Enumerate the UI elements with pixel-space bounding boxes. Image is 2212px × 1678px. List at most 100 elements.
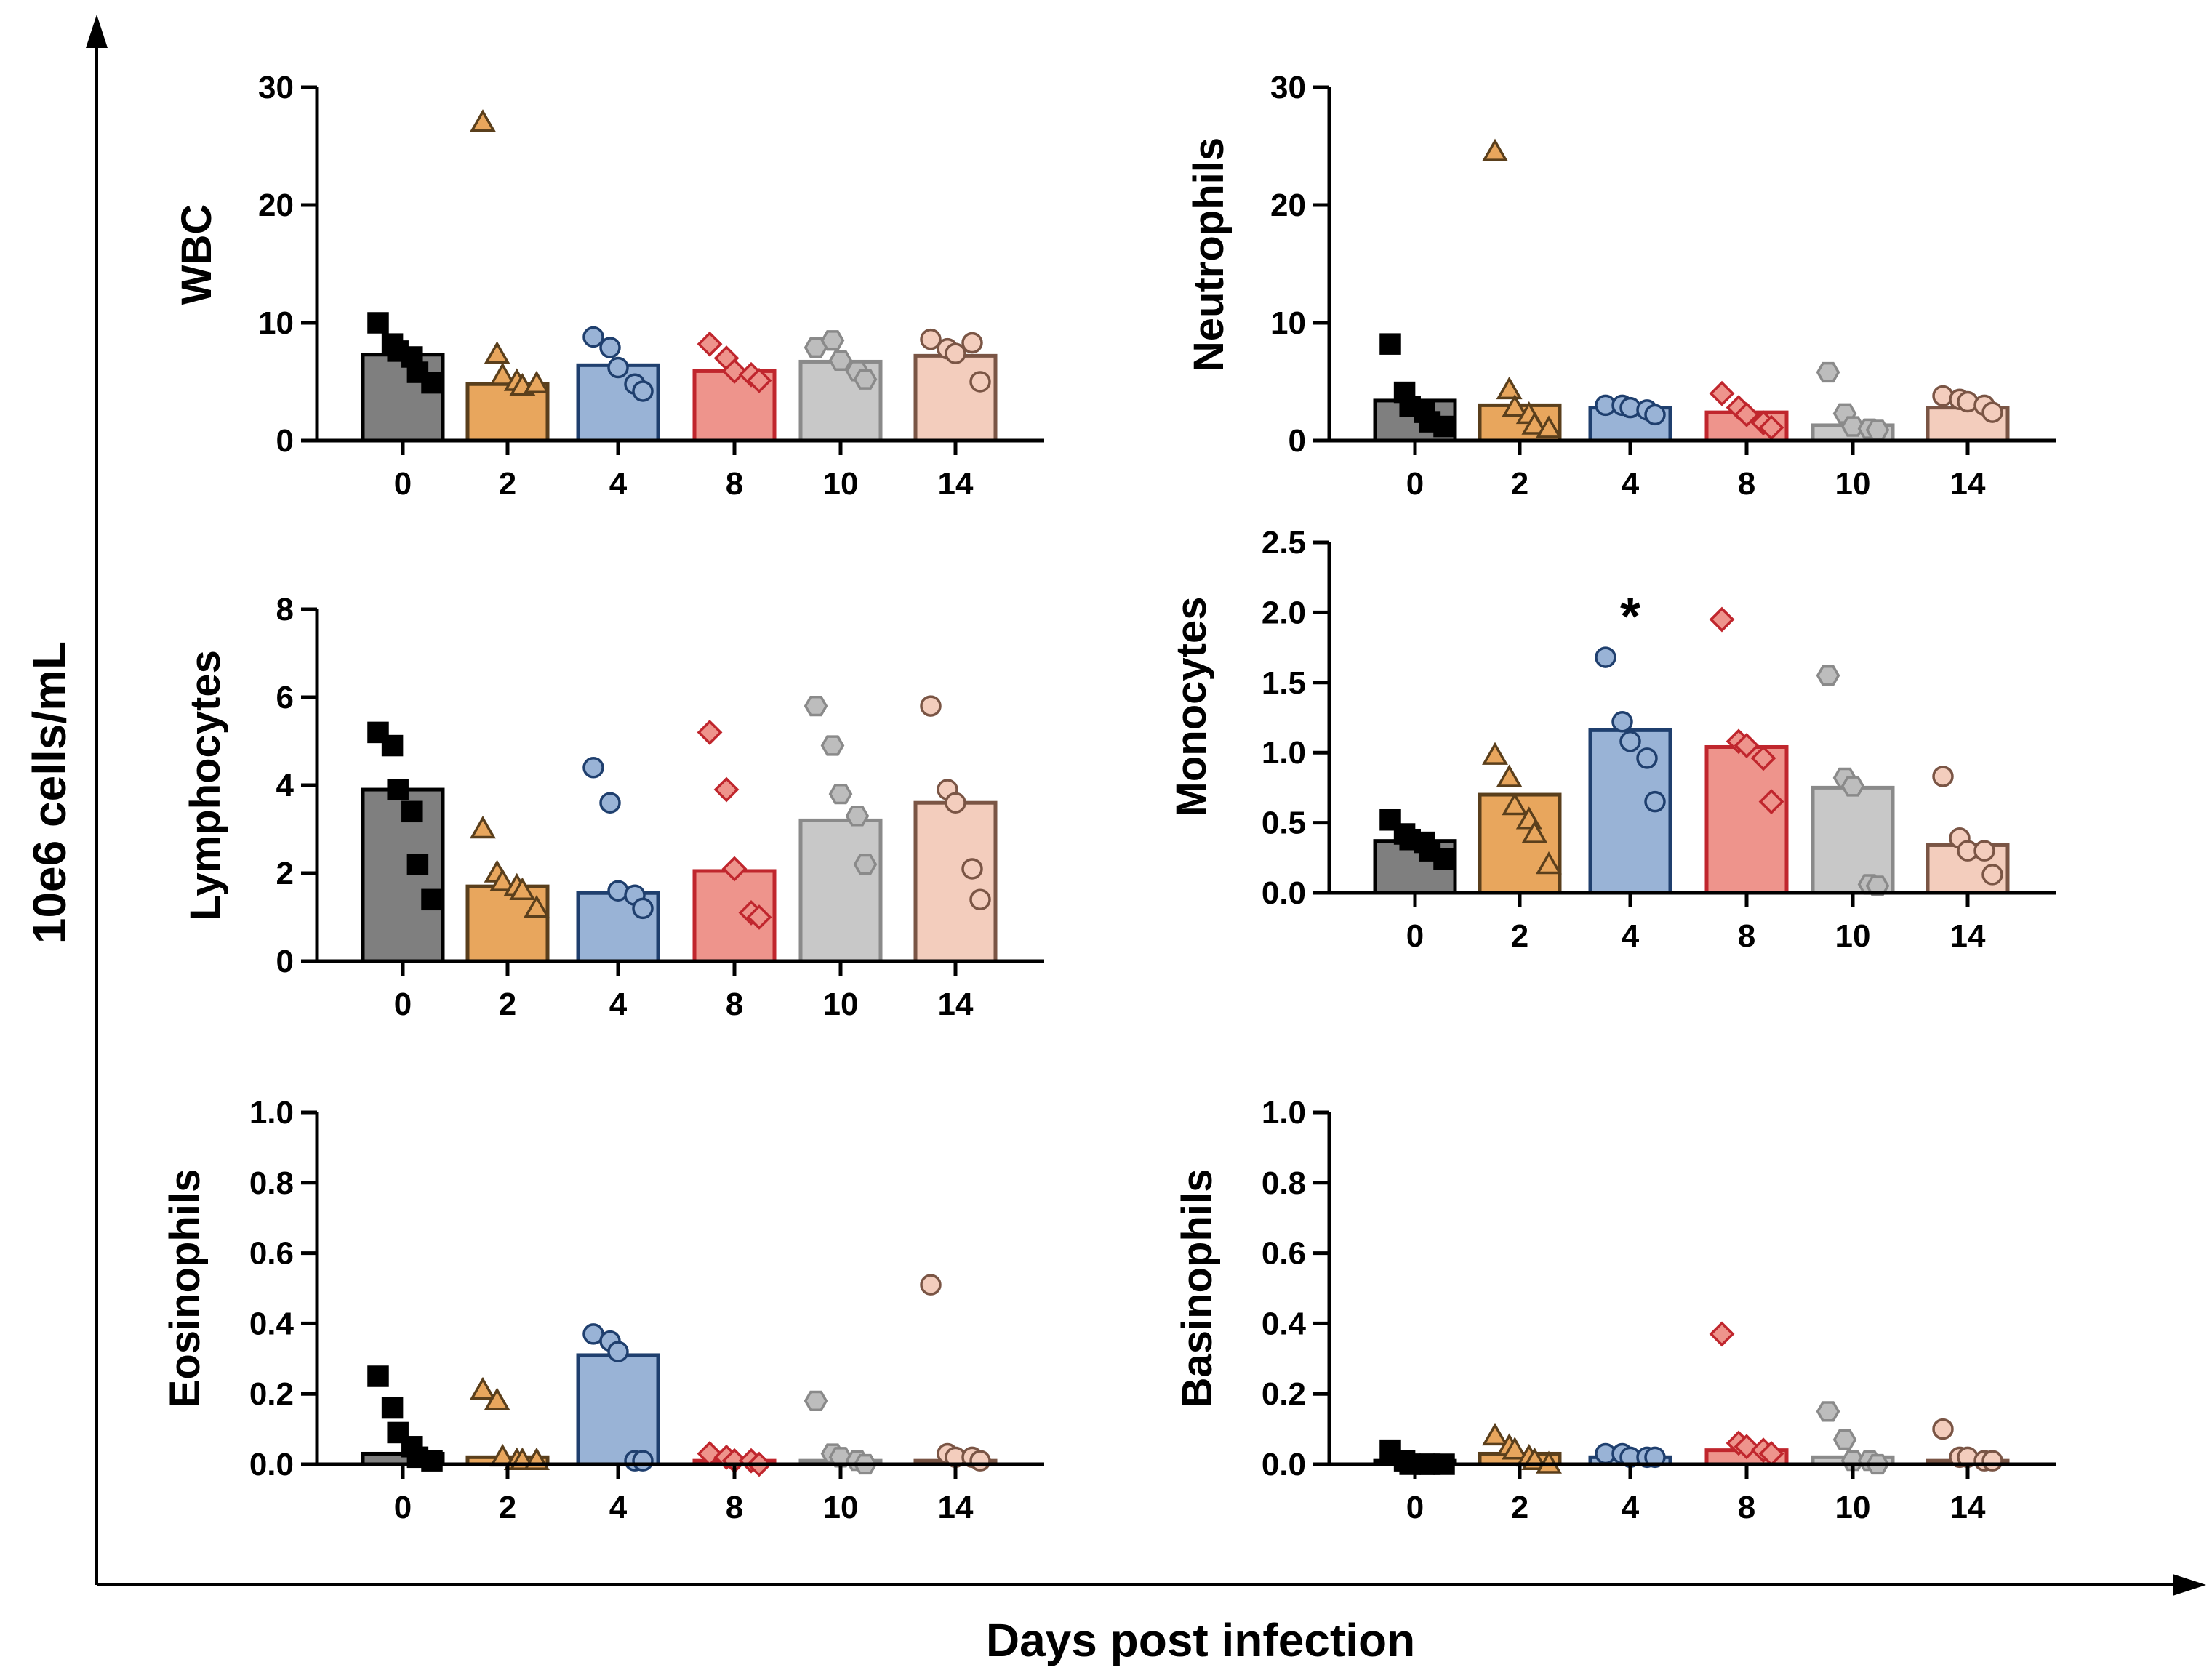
data-point-day-2: [1521, 820, 1548, 843]
data-point-day-4: [1644, 1446, 1666, 1469]
panel-wbc: 0 10 20 30 0 2 4 8 10 14 WBC: [173, 70, 1044, 502]
y-tick-label: 2: [276, 856, 294, 891]
y-tick-label: 0.0: [249, 1447, 294, 1482]
y-tick-label: 0: [1289, 423, 1306, 459]
x-tick-label: 4: [609, 466, 628, 502]
data-point-day-4: [1636, 747, 1658, 769]
y-tick-label: 30: [258, 70, 294, 105]
data-point-day-2: [509, 877, 536, 900]
data-point-day-14: [1981, 864, 2003, 886]
x-tick-label: 4: [1622, 466, 1640, 502]
y-tick-label: 1.0: [249, 1095, 294, 1131]
data-point-day-2: [484, 341, 510, 364]
data-point-day-2: [1482, 742, 1508, 765]
x-tick-label: 8: [1738, 466, 1755, 502]
data-point-day-8: [1758, 789, 1784, 815]
y-tick-label: 10: [1270, 305, 1306, 341]
x-tick-label: 8: [1738, 1490, 1755, 1525]
x-tick-label: 0: [1406, 918, 1424, 954]
data-point-day-2: [470, 109, 496, 132]
y-tick-label: 0.2: [249, 1376, 294, 1412]
data-point-day-4: [632, 897, 654, 920]
x-tick-label: 14: [938, 987, 974, 1022]
data-point-day-8: [697, 719, 723, 745]
x-tick-label: 2: [499, 1490, 516, 1525]
y-tick-label: 0.2: [1262, 1376, 1306, 1412]
data-point-day-4: [582, 757, 604, 779]
x-tick-label: 0: [394, 466, 412, 502]
data-point-day-14: [945, 342, 966, 364]
data-point-day-0: [1433, 415, 1455, 438]
data-point-day-10: [828, 350, 853, 371]
data-point-day-4: [632, 1450, 654, 1472]
x-tick-label: 10: [1835, 466, 1871, 502]
data-point-day-4: [1595, 646, 1616, 668]
data-point-day-8: [721, 358, 748, 384]
data-point-day-2: [1536, 851, 1562, 875]
x-tick-label: 2: [1511, 918, 1528, 954]
y-tick-label: 0: [276, 944, 294, 979]
y-tick-label: 0.0: [1262, 1447, 1306, 1482]
y-tick-label: 2.5: [1262, 525, 1306, 561]
data-point-day-10: [845, 806, 870, 827]
data-point-day-2: [1482, 138, 1508, 161]
data-point-day-2: [1496, 376, 1523, 400]
data-point-day-8: [697, 331, 723, 357]
y-tick-label: 0.0: [1262, 875, 1306, 911]
data-point-day-4: [599, 337, 621, 358]
data-point-day-10: [828, 1447, 853, 1468]
y-tick-label: 6: [276, 680, 294, 715]
data-point-day-8: [1709, 380, 1735, 406]
panel-y-label: WBC: [173, 204, 220, 305]
x-tick-label: 10: [823, 1490, 859, 1525]
data-point-day-2: [489, 868, 516, 891]
data-point-day-0: [1379, 333, 1401, 355]
panel-lymphocytes: 0 2 4 6 8 0 2 4 8 10 14 Lymphocytes: [182, 592, 1044, 1022]
data-point-day-2: [1502, 1437, 1528, 1460]
data-point-day-4: [607, 356, 629, 379]
panel-y-label: Neutrophils: [1185, 137, 1233, 372]
data-point-day-8: [1750, 745, 1776, 771]
data-point-day-0: [367, 1365, 389, 1387]
bar-day-14: [913, 353, 998, 443]
data-point-day-14: [945, 792, 966, 814]
data-point-day-0: [387, 779, 409, 800]
figure-y-axis-arrowhead: [86, 15, 108, 48]
data-point-day-10: [1816, 665, 1840, 686]
panel-neutrophils: 0 10 20 30 0 2 4 8 10 14 Neutrophils: [1185, 70, 2056, 502]
x-tick-label: 14: [1950, 918, 1986, 954]
data-point-day-10: [853, 854, 878, 875]
data-point-day-2: [1482, 1422, 1508, 1446]
data-point-day-14: [1981, 1450, 2003, 1472]
y-tick-label: 8: [276, 592, 294, 627]
data-point-day-8: [1734, 401, 1760, 427]
y-tick-label: 4: [276, 768, 294, 803]
data-point-day-0: [421, 888, 443, 911]
y-tick-label: 1.0: [1262, 1095, 1306, 1131]
data-point-day-2: [470, 816, 496, 839]
y-tick-label: 0.4: [249, 1306, 294, 1341]
x-tick-label: 14: [1950, 1490, 1986, 1525]
data-point-day-4: [607, 1341, 629, 1362]
x-tick-label: 8: [726, 1490, 743, 1525]
data-point-day-14: [1932, 1418, 1954, 1440]
data-point-day-2: [484, 1387, 510, 1410]
y-tick-label: 10: [258, 305, 294, 341]
data-point-day-4: [582, 326, 604, 348]
data-point-day-0: [367, 312, 389, 334]
bar-day-10: [798, 818, 883, 963]
x-tick-label: 4: [1622, 918, 1640, 954]
data-point-day-10: [804, 695, 828, 717]
data-point-day-14: [969, 888, 991, 911]
data-point-day-2: [1536, 415, 1562, 438]
x-tick-label: 4: [609, 1490, 628, 1525]
data-point-day-10: [804, 1390, 828, 1412]
data-point-day-8: [746, 904, 772, 930]
data-point-day-4: [1619, 731, 1641, 752]
data-point-day-4: [599, 792, 621, 814]
y-tick-label: 30: [1270, 70, 1306, 105]
x-tick-label: 10: [823, 987, 859, 1022]
data-point-day-10: [804, 337, 828, 358]
y-tick-label: 2.0: [1262, 595, 1306, 630]
x-tick-label: 8: [1738, 918, 1755, 954]
